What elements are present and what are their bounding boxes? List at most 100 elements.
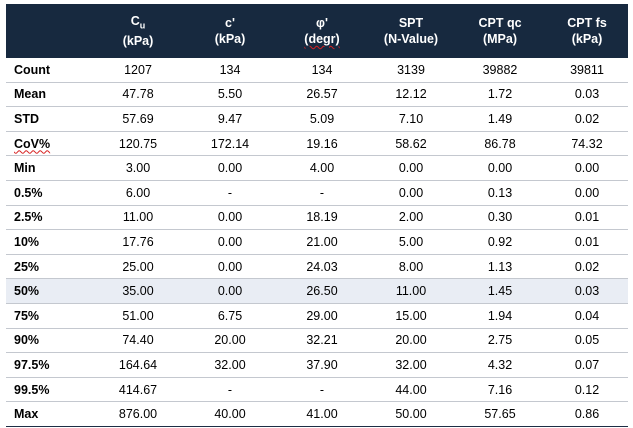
table-cell: 32.21	[276, 328, 368, 354]
table-cell: 0.00	[368, 180, 454, 206]
table-cell: 58.62	[368, 131, 454, 157]
table-row: 50% 35.00 0.00 26.50 11.00 1.45 0.03	[6, 278, 628, 304]
table-row: Max 876.00 40.00 41.00 50.00 57.65 0.86	[6, 401, 628, 427]
table-cell: 18.19	[276, 205, 368, 231]
header-phi-prime-symbol: φ'	[316, 16, 328, 30]
table-cell: 0.00	[454, 155, 546, 181]
table-cell: -	[184, 377, 276, 403]
table-cell: 0.02	[546, 106, 628, 132]
table-cell: 32.00	[368, 352, 454, 378]
row-label: Count	[6, 58, 92, 83]
header-cpt-qc: CPT qc (MPa)	[454, 4, 546, 58]
table-cell: 0.00	[184, 229, 276, 255]
table-row: STD 57.69 9.47 5.09 7.10 1.49 0.02	[6, 106, 628, 132]
table-cell: 6.00	[92, 180, 184, 206]
row-label: 10%	[6, 229, 92, 255]
table-cell: 0.00	[368, 155, 454, 181]
row-label: STD	[6, 106, 92, 132]
header-cu-symbol: Cu	[130, 13, 146, 31]
header-row: Cu (kPa) c' (kPa) φ' (degr) SPT (N-Value…	[6, 4, 628, 58]
table-cell: 7.16	[454, 377, 546, 403]
table-cell: 39882	[454, 58, 546, 83]
table-row: 97.5% 164.64 32.00 37.90 32.00 4.32 0.07	[6, 352, 628, 378]
table-cell: 0.05	[546, 328, 628, 354]
table-cell: 134	[184, 58, 276, 83]
table-cell: 1.94	[454, 303, 546, 329]
header-c-prime: c' (kPa)	[184, 4, 276, 58]
table-cell: 74.32	[546, 131, 628, 157]
table-cell: 57.69	[92, 106, 184, 132]
header-spt-name: SPT	[398, 16, 424, 30]
table-cell: 0.00	[184, 155, 276, 181]
table-cell: 37.90	[276, 352, 368, 378]
table-cell: 19.16	[276, 131, 368, 157]
table-cell: 0.03	[546, 278, 628, 304]
header-phi-prime-unit: (degr)	[304, 32, 340, 46]
table-cell: 15.00	[368, 303, 454, 329]
row-label: 0.5%	[6, 180, 92, 206]
table-cell: 8.00	[368, 254, 454, 280]
table-cell: 74.40	[92, 328, 184, 354]
table-cell: 0.00	[184, 278, 276, 304]
table-row: 75% 51.00 6.75 29.00 15.00 1.94 0.04	[6, 303, 628, 329]
table-cell: 35.00	[92, 278, 184, 304]
table-cell: 3.00	[92, 155, 184, 181]
table-cell: 172.14	[184, 131, 276, 157]
header-c-prime-unit: (kPa)	[214, 32, 246, 46]
table-row: 0.5% 6.00- -0.00 0.13 0.00	[6, 180, 628, 206]
table-cell: 4.00	[276, 155, 368, 181]
table-row: 90% 74.40 20.00 32.21 20.00 2.75 0.05	[6, 328, 628, 354]
row-label: 2.5%	[6, 205, 92, 231]
row-label: 25%	[6, 254, 92, 280]
table-row: Mean 47.78 5.50 26.57 12.12 1.72 0.03	[6, 82, 628, 108]
table-cell: 0.04	[546, 303, 628, 329]
row-label: 75%	[6, 303, 92, 329]
table-cell: 0.13	[454, 180, 546, 206]
header-spt-unit: (N-Value)	[383, 32, 439, 46]
table-cell: 57.65	[454, 401, 546, 427]
table-cell: 4.32	[454, 352, 546, 378]
table-cell: 20.00	[184, 328, 276, 354]
table-cell: 25.00	[92, 254, 184, 280]
header-c-prime-symbol: c'	[225, 16, 235, 30]
table-cell: 0.01	[546, 205, 628, 231]
table-cell: 11.00	[92, 205, 184, 231]
table-cell: 26.50	[276, 278, 368, 304]
table-cell: 5.00	[368, 229, 454, 255]
table-cell: 21.00	[276, 229, 368, 255]
table-cell: 24.03	[276, 254, 368, 280]
table-cell: 1.13	[454, 254, 546, 280]
table-cell: 86.78	[454, 131, 546, 157]
table-cell: 134	[276, 58, 368, 83]
table-cell: 876.00	[92, 401, 184, 427]
table-cell: 1.49	[454, 106, 546, 132]
table-cell: -	[276, 180, 368, 206]
header-cu: Cu (kPa)	[92, 4, 184, 58]
table-cell: 11.00	[368, 278, 454, 304]
table-row: Count 1207 134 134 3139 39882 39811	[6, 58, 628, 83]
table-row: 99.5% 414.67- -44.00 7.16 0.12	[6, 377, 628, 403]
table-cell: 0.03	[546, 82, 628, 108]
table-cell: 0.12	[546, 377, 628, 403]
table-cell: 0.00	[184, 205, 276, 231]
table-cell: 5.50	[184, 82, 276, 108]
table-cell: 0.01	[546, 229, 628, 255]
table-cell: -	[184, 180, 276, 206]
table-cell: 40.00	[184, 401, 276, 427]
header-cu-unit: (kPa)	[122, 34, 154, 49]
row-label: CoV%	[6, 131, 92, 157]
row-label: Mean	[6, 82, 92, 108]
table-cell: -	[276, 377, 368, 403]
table-cell: 3139	[368, 58, 454, 83]
table-cell: 17.76	[92, 229, 184, 255]
header-cpt-qc-name: CPT qc	[478, 16, 522, 30]
header-cpt-fs-unit: (kPa)	[571, 32, 603, 46]
header-phi-prime: φ' (degr)	[276, 4, 368, 58]
table-cell: 0.07	[546, 352, 628, 378]
row-label: 97.5%	[6, 352, 92, 378]
table-row: Min 3.00 0.00 4.00 0.00 0.00 0.00	[6, 155, 628, 181]
table-cell: 5.09	[276, 106, 368, 132]
table-cell: 7.10	[368, 106, 454, 132]
table-row: 10% 17.76 0.00 21.00 5.00 0.92 0.01	[6, 229, 628, 255]
header-cpt-fs: CPT fs (kPa)	[546, 4, 628, 58]
